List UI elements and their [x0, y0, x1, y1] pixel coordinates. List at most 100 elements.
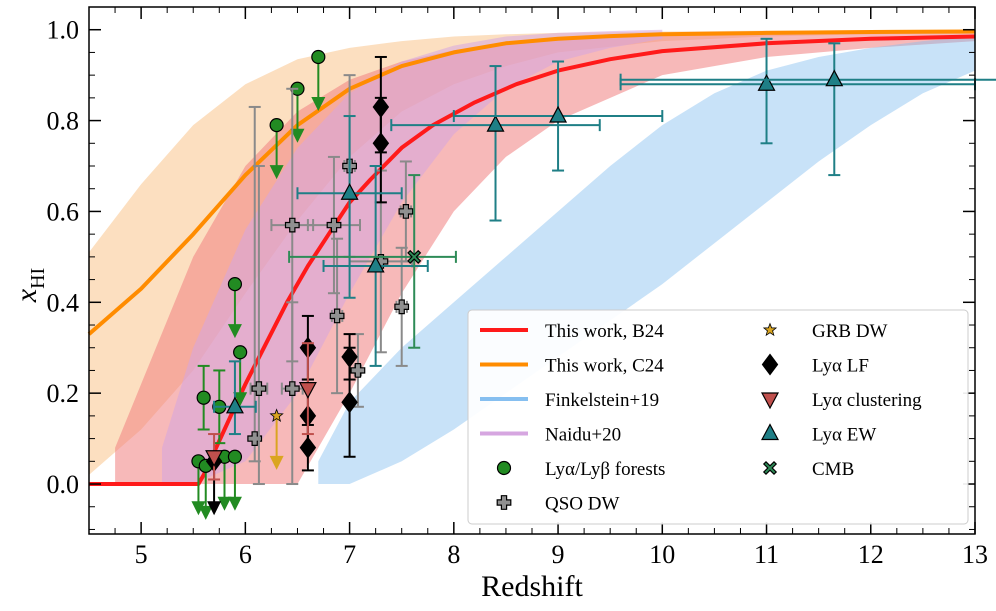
data-point-qso-19 [350, 333, 366, 408]
legend-label: This work, B24 [545, 321, 664, 342]
marker-tri-up [340, 182, 359, 200]
data-point-forest-3 [198, 458, 213, 520]
upper-limit-arrowhead [227, 496, 242, 511]
y-tick-label: 0.6 [47, 197, 80, 226]
y-tick-label: 0.2 [47, 379, 80, 408]
data-point-ew-38 [452, 60, 664, 172]
y-axis-title-main: x [10, 288, 43, 303]
marker-tri-up [366, 255, 385, 273]
marker-plus [284, 217, 300, 233]
data-point-ew-34 [213, 360, 257, 436]
y-tick-labels: 0.0 0.2 0.4 0.6 0.8 1.0 [47, 16, 80, 499]
legend-swatch-marker [496, 460, 512, 476]
data-point-forest-2 [196, 364, 211, 431]
legend-entry-finkelstein-19: Finkelstein+19 [480, 390, 659, 411]
data-point-qso-22 [398, 160, 414, 263]
y-tick-label: 1.0 [47, 16, 80, 45]
marker-plus [394, 299, 410, 315]
x-tick-label: 8 [447, 540, 460, 569]
legend-swatch-marker [761, 392, 779, 410]
data-point-forest-9 [269, 118, 284, 180]
upper-limit-arrowhead [191, 501, 206, 516]
legend-swatch-marker [496, 495, 512, 510]
data-point-ew-36 [322, 165, 429, 367]
x-tick-label: 5 [135, 540, 148, 569]
legend-label: Lyα LF [812, 356, 869, 377]
marker-plus [350, 363, 366, 378]
marker-plus [284, 381, 300, 396]
marker-tri-down [298, 382, 317, 399]
x-tick-labels: 5 6 7 8 9 10 11 12 13 [135, 540, 988, 569]
upper-limit-arrowhead [233, 392, 248, 407]
marker-tri-up [549, 105, 568, 123]
marker-cross [407, 249, 422, 264]
legend-label: GRB DW [812, 321, 888, 342]
x-tick-label: 6 [239, 540, 252, 569]
data-point-forest-11 [311, 49, 326, 111]
legend: This work, B24 This work, C24 Finkelstein+… [467, 309, 969, 525]
y-axis-title: xHI [10, 268, 49, 303]
legend-box [467, 309, 969, 525]
legend-label: CMB [812, 459, 854, 480]
marker-plus [326, 217, 342, 233]
data-point-clustering-32 [205, 433, 224, 481]
data-point-ew-39 [619, 37, 976, 145]
legend-label: This work, C24 [545, 356, 664, 377]
y-tick-label: 0.8 [47, 107, 80, 136]
curve-this-work-c24 [87, 29, 976, 336]
data-point-qso-21 [394, 246, 410, 367]
axis-ticks [88, 7, 976, 534]
marker-circle [233, 345, 248, 360]
data-point-cmb-41 [288, 174, 457, 349]
legend-label: Lyα/Lyβ forests [545, 459, 665, 480]
marker-tri-up [225, 396, 244, 414]
data-point-qso-16 [306, 155, 362, 295]
upper-limit-arrowhead [207, 501, 222, 516]
legend-label: Lyα clustering [812, 390, 922, 411]
x-tick-label: 9 [552, 540, 565, 569]
marker-circle [227, 449, 243, 464]
data-point-clustering-33 [298, 342, 317, 436]
x-tick-label: 11 [754, 540, 779, 569]
legend-label: Finkelstein+19 [545, 390, 659, 411]
data-point-ew-40 [619, 42, 996, 177]
legend-entry-this-work-b24: This work, B24 [480, 321, 664, 342]
legend-label: Lyα EW [812, 425, 876, 446]
marker-circle [196, 390, 211, 405]
x-tick-label: 10 [649, 540, 675, 569]
data-point-forest-6 [227, 449, 243, 511]
legend-entry-qso-dw: QSO DW [496, 494, 619, 515]
data-point-forest-7 [233, 345, 248, 407]
legend-label: Naidu+20 [545, 425, 621, 446]
band-naidu-20 [162, 29, 663, 484]
data-point-qso-17 [329, 237, 345, 395]
legend-entry-this-work-c24: This work, C24 [480, 356, 664, 377]
marker-tri-down [205, 450, 224, 468]
legend-entry-naidu-20: Naidu+20 [480, 425, 621, 446]
legend-swatch-marker [762, 460, 778, 476]
marker-circle [227, 277, 243, 292]
x-tick-label: 13 [962, 540, 988, 569]
data-point-qso-13 [249, 165, 269, 486]
legend-label: QSO DW [545, 494, 619, 515]
marker-tri-up [757, 73, 776, 91]
data-point-grb-23 [269, 408, 284, 470]
marker-diamond [299, 436, 317, 459]
legend-entry-grb-dw: GRB DW [762, 321, 888, 342]
marker-plus [329, 308, 345, 324]
marker-diamond [341, 391, 358, 414]
marker-plus [251, 381, 267, 396]
data-point-lf-29 [341, 346, 358, 458]
legend-entry-ly-ew: Lyα EW [761, 423, 876, 446]
upper-limit-arrowhead [269, 165, 284, 180]
y-axis-title-sub: HI [27, 268, 49, 289]
upper-limit-arrowhead [198, 505, 213, 520]
legend-swatch-marker [761, 353, 779, 376]
upper-limit-arrowhead [311, 96, 326, 111]
x-tick-label: 12 [858, 540, 884, 569]
marker-tri-up [486, 114, 505, 132]
marker-star [269, 408, 284, 423]
legend-swatch-marker [761, 423, 779, 441]
data-point-ew-35 [296, 115, 403, 299]
